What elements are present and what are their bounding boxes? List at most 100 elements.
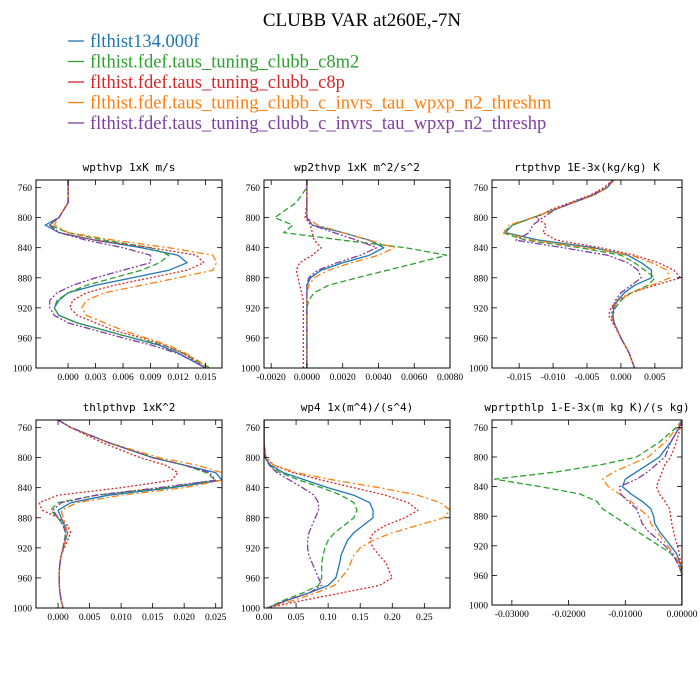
series-line bbox=[264, 420, 450, 608]
y-tick-label: 800 bbox=[18, 214, 33, 224]
y-tick-label: 960 bbox=[246, 574, 261, 584]
y-tick-label: 760 bbox=[474, 184, 489, 194]
y-tick-label: 880 bbox=[18, 514, 33, 524]
series-line bbox=[655, 420, 682, 605]
series-line bbox=[515, 180, 642, 368]
x-tick-label: 0.05 bbox=[288, 613, 305, 623]
y-tick-label: 840 bbox=[246, 244, 261, 254]
x-tick-label: 0.005 bbox=[79, 613, 101, 623]
x-tick-label: 0.015 bbox=[142, 613, 164, 623]
series-line bbox=[52, 420, 217, 608]
x-tick-label: 0.005 bbox=[644, 373, 666, 383]
plot-frame bbox=[35, 179, 223, 369]
series-line bbox=[53, 180, 218, 368]
chart-panel: wp4 1x(m^4)/(s^4)76080084088092096010000… bbox=[241, 401, 451, 623]
x-tick-label: 0.0000 bbox=[294, 373, 320, 383]
y-tick-label: 1000 bbox=[241, 365, 260, 375]
y-tick-label: 920 bbox=[246, 304, 261, 314]
y-tick-label: 960 bbox=[474, 334, 489, 344]
y-tick-label: 760 bbox=[18, 184, 33, 194]
legend-entry: flthist.fdef.taus_tuning_clubb_c8p bbox=[90, 73, 345, 93]
x-tick-label: -0.015 bbox=[507, 373, 532, 383]
x-tick-label: 0.00000 bbox=[667, 610, 698, 620]
y-tick-label: 840 bbox=[246, 484, 261, 494]
series-line bbox=[306, 180, 378, 368]
x-tick-label: 0.012 bbox=[167, 373, 189, 383]
series-line bbox=[44, 180, 206, 368]
x-tick-label: 0.025 bbox=[205, 613, 227, 623]
x-tick-label: -0.02000 bbox=[552, 610, 586, 620]
series-line bbox=[494, 420, 682, 605]
y-tick-label: 960 bbox=[18, 334, 33, 344]
x-tick-label: 0.15 bbox=[352, 613, 369, 623]
x-tick-label: -0.005 bbox=[575, 373, 600, 383]
legend-entry: flthist.fdef.taus_tuning_clubb_c_invrs_t… bbox=[90, 114, 546, 134]
panel-title: thlpthvp 1xK^2 bbox=[83, 401, 176, 414]
y-tick-label: 920 bbox=[474, 542, 489, 552]
y-tick-label: 840 bbox=[474, 244, 489, 254]
panel-title: wprtpthlp 1-E-3x(m kg K)/(s kg) bbox=[484, 401, 689, 414]
y-tick-label: 920 bbox=[18, 544, 33, 554]
y-tick-label: 920 bbox=[474, 304, 489, 314]
panel-title: wp2thvp 1xK m^2/s^2 bbox=[294, 161, 420, 174]
x-tick-label: 0.000 bbox=[47, 613, 69, 623]
y-tick-label: 800 bbox=[246, 454, 261, 464]
chart-panel: wprtpthlp 1-E-3x(m kg K)/(s kg) 760 800 840… bbox=[469, 401, 698, 620]
series-line bbox=[57, 420, 222, 608]
y-tick-label: 1000 bbox=[13, 605, 32, 615]
y-tick-label: 840 bbox=[18, 244, 33, 254]
y-tick-label: 1000 bbox=[469, 602, 488, 612]
y-tick-label: 960 bbox=[474, 572, 489, 582]
y-tick-label: 760 bbox=[246, 424, 261, 434]
series-line bbox=[49, 180, 211, 368]
series-line bbox=[621, 420, 682, 605]
x-tick-label: -0.01000 bbox=[608, 610, 642, 620]
series-line bbox=[264, 420, 374, 608]
x-tick-label: 0.25 bbox=[416, 613, 433, 623]
y-tick-label: 880 bbox=[18, 274, 33, 284]
y-tick-label: 1000 bbox=[241, 605, 260, 615]
plot-frame bbox=[263, 419, 451, 609]
plot-frame bbox=[491, 179, 683, 369]
y-tick-label: 800 bbox=[474, 454, 489, 464]
series-group bbox=[501, 180, 682, 368]
series-line bbox=[295, 180, 322, 368]
x-tick-label: 0.20 bbox=[384, 613, 401, 623]
panel-title: rtpthvp 1E-3x(kg/kg) K bbox=[514, 161, 660, 174]
series-group bbox=[38, 420, 222, 608]
series-group bbox=[494, 420, 682, 605]
y-tick-label: 1000 bbox=[469, 365, 488, 375]
x-tick-label: -0.03000 bbox=[495, 610, 529, 620]
x-tick-label: 0.000 bbox=[610, 373, 632, 383]
y-tick-label: 880 bbox=[246, 514, 261, 524]
x-tick-label: 0.0060 bbox=[401, 373, 427, 383]
plot-frame bbox=[35, 419, 223, 609]
x-tick-label: 0.0020 bbox=[330, 373, 356, 383]
figure-title: CLUBB VAR at260E,-7N bbox=[263, 10, 462, 31]
y-tick-label: 760 bbox=[246, 184, 261, 194]
series-line bbox=[49, 420, 217, 608]
legend-entry: flthist.fdef.taus_tuning_clubb_c_invrs_t… bbox=[90, 94, 552, 114]
panel-title: wp4 1x(m^4)/(s^4) bbox=[301, 401, 414, 414]
chart-panel: rtpthvp 1E-3x(kg/kg) K 760 800 840 880 920 960… bbox=[469, 161, 683, 383]
y-tick-label: 1000 bbox=[13, 365, 32, 375]
plot-frame bbox=[491, 419, 683, 606]
y-tick-label: 880 bbox=[246, 274, 261, 284]
series-line bbox=[274, 180, 448, 368]
plot-frame bbox=[263, 179, 451, 369]
y-tick-label: 920 bbox=[18, 304, 33, 314]
series-group bbox=[264, 420, 450, 608]
x-tick-label: 0.10 bbox=[320, 613, 337, 623]
y-tick-label: 800 bbox=[246, 214, 261, 224]
y-tick-label: 880 bbox=[474, 513, 489, 523]
y-tick-label: 800 bbox=[474, 214, 489, 224]
x-tick-label: 0.009 bbox=[140, 373, 162, 383]
series-line bbox=[264, 420, 323, 608]
series-line bbox=[601, 420, 682, 605]
x-tick-label: 0.00 bbox=[256, 613, 273, 623]
x-tick-label: 0.0040 bbox=[365, 373, 391, 383]
x-tick-label: 0.020 bbox=[173, 613, 195, 623]
y-tick-label: 800 bbox=[18, 454, 33, 464]
series-line bbox=[57, 420, 222, 608]
series-group bbox=[44, 180, 218, 368]
